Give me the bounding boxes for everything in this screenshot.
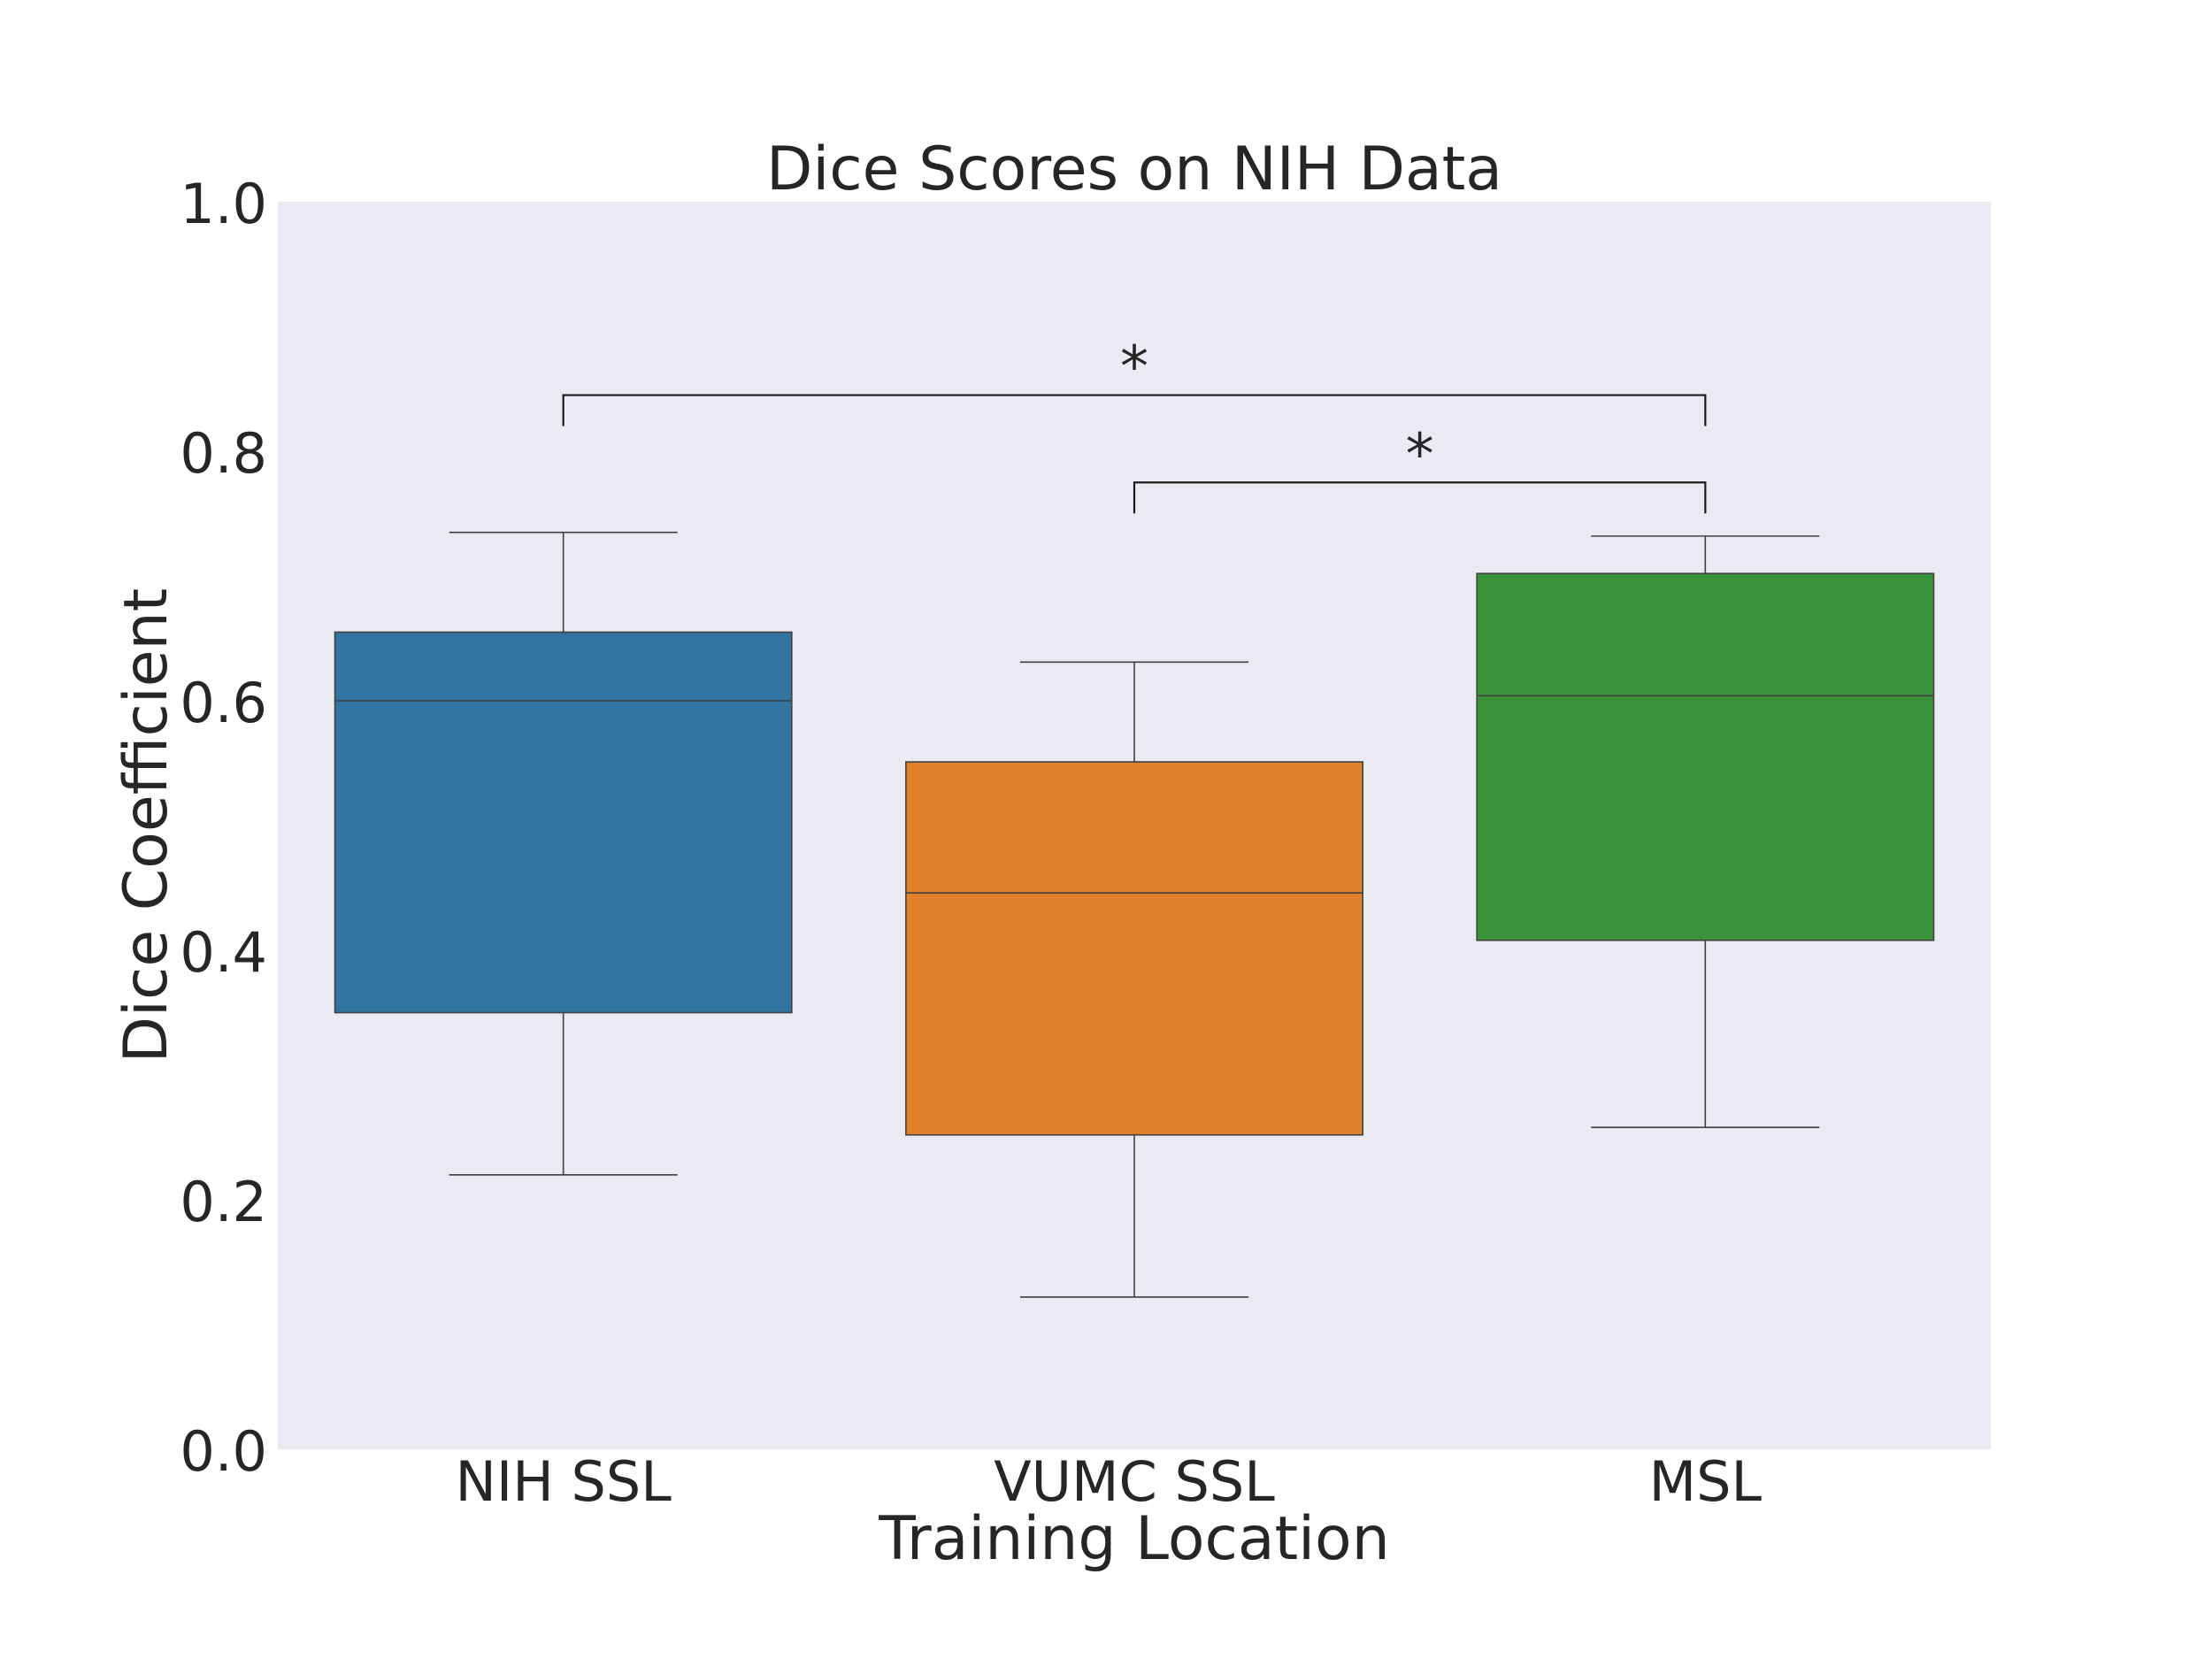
y-tick-label: 0.2 — [180, 1170, 267, 1234]
significance-star: * — [1120, 335, 1148, 401]
significance-annotations: ** — [562, 335, 1707, 514]
box-nih-ssl — [334, 631, 793, 1014]
x-tick-label: NIH SSL — [456, 1449, 672, 1514]
y-axis-ticks: 0.0 0.2 0.4 0.6 0.8 1.0 — [180, 172, 267, 1484]
x-axis-ticks: NIH SSL VUMC SSL MSL — [456, 1449, 1763, 1514]
significance-bracket — [562, 394, 1707, 426]
x-tick-label: MSL — [1649, 1449, 1763, 1514]
x-tick-label: VUMC SSL — [994, 1449, 1275, 1514]
box-msl — [1476, 572, 1935, 941]
y-tick-label: 0.0 — [180, 1419, 267, 1484]
boxes — [334, 531, 1935, 1298]
y-tick-label: 1.0 — [180, 172, 267, 236]
y-tick-label: 0.4 — [180, 920, 267, 985]
significance-bracket — [1133, 481, 1707, 514]
chart-title: Dice Scores on NIH Data — [766, 134, 1502, 204]
y-tick-label: 0.6 — [180, 671, 267, 735]
significance-star: * — [1406, 422, 1434, 488]
y-tick-label: 0.8 — [180, 421, 267, 486]
x-axis-label: Training Location — [878, 1504, 1390, 1574]
box-vumc-ssl — [905, 761, 1363, 1136]
y-axis-label: Dice Coefficient — [111, 588, 181, 1064]
